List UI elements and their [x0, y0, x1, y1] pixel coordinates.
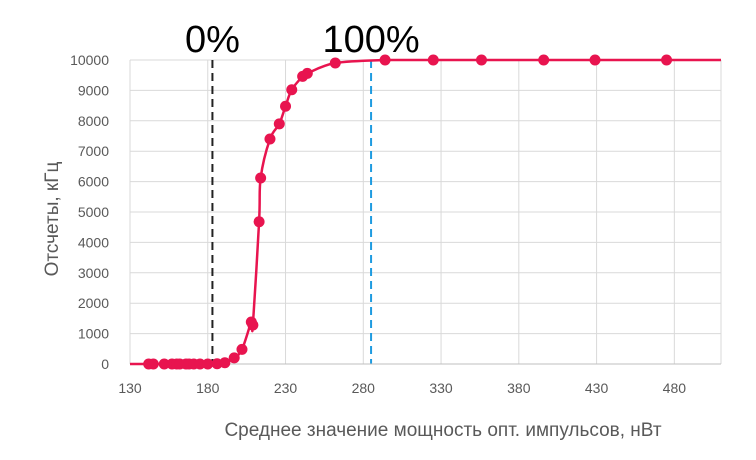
grid	[129, 59, 722, 364]
y-tick-label: 7000	[78, 143, 109, 159]
y-tick-label: 10000	[70, 52, 109, 68]
x-tick-label: 230	[274, 380, 298, 396]
series	[130, 54, 721, 370]
data-point	[247, 319, 259, 331]
data-point	[280, 100, 292, 112]
data-point	[301, 67, 313, 79]
y-tick-label: 1000	[78, 326, 109, 342]
data-point	[589, 54, 601, 66]
y-tick-label: 6000	[78, 174, 109, 190]
tick-labels: 0 1000 2000 3000 4000 5000 6000 7000 8000 9000 100…	[70, 52, 686, 396]
y-tick-label: 2000	[78, 295, 109, 311]
data-point	[236, 343, 248, 355]
y-tick-label: 8000	[78, 113, 109, 129]
x-tick-label: 430	[585, 380, 609, 396]
data-point	[475, 54, 487, 66]
y-tick-label: 0	[101, 356, 109, 372]
data-point	[194, 358, 206, 370]
data-point	[158, 358, 170, 370]
y-tick-label: 5000	[78, 204, 109, 220]
x-tick-label: 130	[118, 380, 142, 396]
y-tick-label: 4000	[78, 234, 109, 250]
annotations: 0% 100%	[185, 19, 420, 364]
annotation-100-percent: 100%	[322, 19, 419, 61]
x-tick-label: 330	[429, 380, 453, 396]
data-point	[264, 133, 276, 145]
data-point	[147, 358, 159, 370]
data-point	[661, 54, 673, 66]
data-point	[427, 54, 439, 66]
data-point	[202, 358, 214, 370]
data-point	[379, 54, 391, 66]
x-axis-title: Среднее значение мощность опт. импульсов…	[224, 420, 661, 441]
y-tick-label: 3000	[78, 265, 109, 281]
data-point	[538, 54, 550, 66]
x-tick-label: 380	[507, 380, 531, 396]
data-point	[219, 357, 231, 369]
x-tick-label: 280	[352, 380, 376, 396]
data-point	[286, 84, 298, 96]
y-tick-label: 9000	[78, 82, 109, 98]
x-tick-label: 180	[196, 380, 220, 396]
data-point	[329, 57, 341, 69]
data-point	[228, 352, 240, 364]
data-point	[255, 172, 267, 184]
data-point	[253, 216, 265, 228]
x-tick-label: 480	[663, 380, 687, 396]
y-axis-title: Отсчеты, кГц	[42, 161, 63, 276]
annotation-0-percent: 0%	[185, 19, 240, 61]
data-point	[273, 118, 285, 130]
